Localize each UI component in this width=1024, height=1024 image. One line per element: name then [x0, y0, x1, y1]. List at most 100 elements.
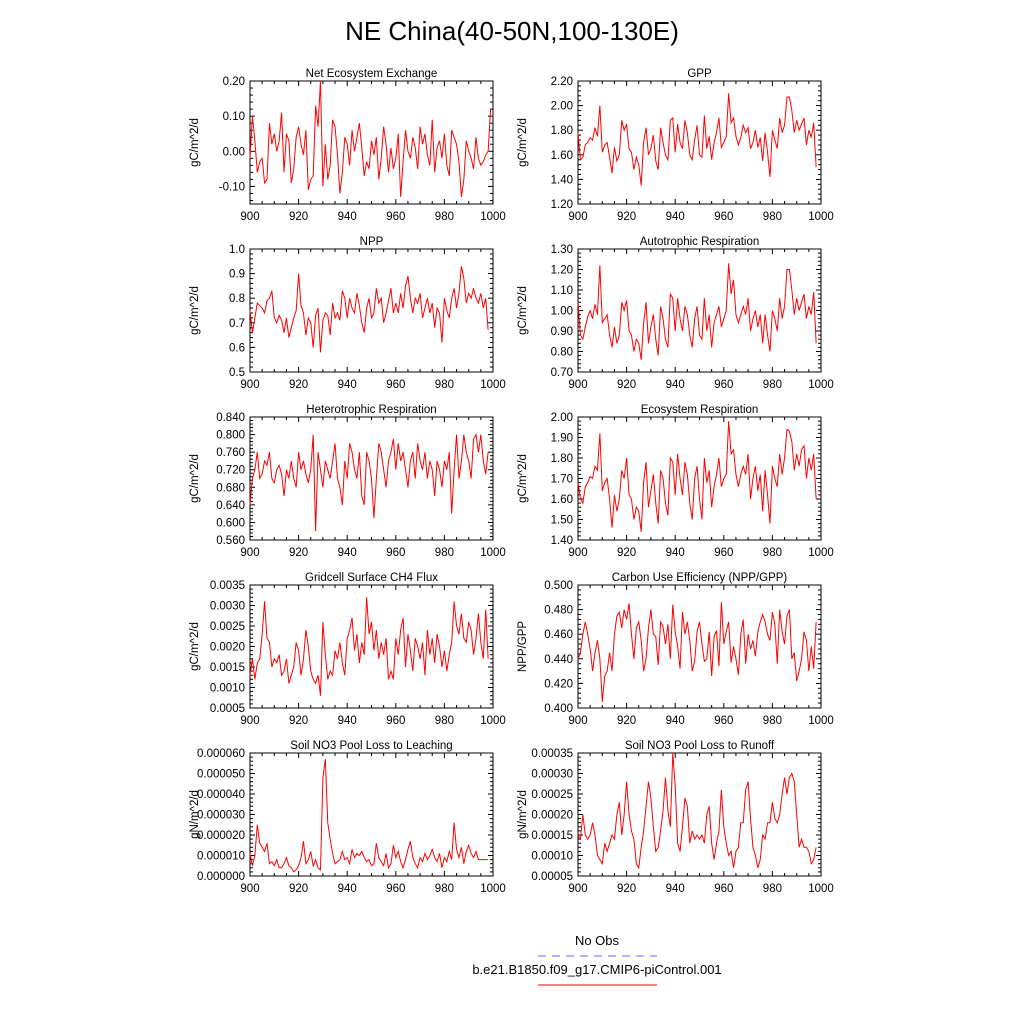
- y-tick-label: 0.000040: [197, 789, 245, 801]
- y-axis-label: gC/m^2/d: [517, 118, 529, 167]
- y-axis-label: NPP/GPP: [517, 621, 529, 672]
- y-tick-label: 1.40: [551, 535, 573, 547]
- x-tick-label: 900: [568, 715, 587, 727]
- x-tick-label: 960: [714, 211, 733, 223]
- x-tick-label: 940: [666, 379, 685, 391]
- y-tick-label: 0.440: [544, 654, 573, 666]
- x-tick-label: 960: [714, 883, 733, 895]
- panel-title: Soil NO3 Pool Loss to Runoff: [625, 740, 775, 752]
- y-tick-label: 1.40: [551, 174, 573, 186]
- series-line: [577, 93, 817, 186]
- y-axis-label: gC/m^2/d: [189, 622, 201, 671]
- y-axis-label: gN/m^2/d: [189, 790, 201, 839]
- x-tick-label: 940: [666, 547, 685, 559]
- x-tick-label: 1000: [480, 211, 506, 223]
- y-tick-label: 2.00: [551, 412, 573, 424]
- series-line: [249, 80, 492, 198]
- plot-frame: [577, 416, 822, 541]
- y-tick-label: 0.0005: [210, 703, 245, 715]
- y-tick-label: 1.20: [551, 199, 573, 211]
- y-tick-label: 0.760: [216, 447, 245, 459]
- y-axis-label: gN/m^2/d: [517, 790, 529, 839]
- y-tick-label: 1.00: [551, 306, 573, 318]
- page-title: NE China(40-50N,100-130E): [345, 16, 679, 46]
- x-tick-label: 960: [714, 715, 733, 727]
- y-tick-label: 0.8: [229, 293, 245, 305]
- panel-gridcell-surface-ch4-flux: Gridcell Surface CH4 Flux gC/m^2/d 0.0005 0…: [189, 572, 506, 727]
- y-tick-label: 0.0020: [210, 642, 245, 654]
- x-tick-label: 980: [763, 211, 782, 223]
- panel-title: Net Ecosystem Exchange: [306, 68, 438, 80]
- x-tick-label: 1000: [808, 883, 834, 895]
- y-tick-label: 0.90: [551, 326, 573, 338]
- x-tick-label: 940: [338, 883, 357, 895]
- x-tick-label: 900: [240, 547, 259, 559]
- y-tick-label: 0.7: [229, 318, 245, 330]
- panel-title: Soil NO3 Pool Loss to Leaching: [290, 740, 452, 752]
- x-tick-label: 1000: [808, 715, 834, 727]
- panel-title: Gridcell Surface CH4 Flux: [305, 572, 438, 584]
- x-tick-label: 920: [289, 379, 308, 391]
- y-tick-label: 0.0025: [210, 621, 245, 633]
- x-tick-label: 1000: [480, 715, 506, 727]
- plot-frame: [249, 584, 494, 709]
- x-tick-label: 900: [240, 883, 259, 895]
- x-tick-label: 980: [435, 379, 454, 391]
- y-tick-label: 0.00035: [531, 748, 573, 760]
- y-tick-label: 0.00010: [531, 851, 573, 863]
- x-tick-label: 900: [240, 715, 259, 727]
- plot-frame: [577, 248, 822, 373]
- series-line: [577, 263, 817, 360]
- plot-frame: [249, 248, 494, 373]
- x-tick-label: 940: [338, 211, 357, 223]
- panel-ecosystem-respiration: Ecosystem Respiration gC/m^2/d 1.40 1.50 1.6…: [517, 404, 834, 559]
- x-tick-label: 920: [289, 715, 308, 727]
- x-tick-label: 960: [386, 379, 405, 391]
- panel-carbon-use-efficiency-npp-gpp: Carbon Use Efficiency (NPP/GPP) NPP/GPP 0.…: [517, 572, 834, 727]
- y-tick-label: 0.000060: [197, 748, 245, 760]
- panel-grid: Net Ecosystem Exchange gC/m^2/d -0.10 0.000…: [189, 68, 834, 895]
- x-tick-label: 920: [617, 715, 636, 727]
- y-tick-label: -0.10: [219, 181, 245, 193]
- panel-title: Carbon Use Efficiency (NPP/GPP): [612, 572, 788, 584]
- x-tick-label: 980: [763, 715, 782, 727]
- y-tick-label: 0.840: [216, 412, 245, 424]
- y-tick-label: 2.20: [551, 76, 573, 88]
- y-tick-label: 0.0035: [210, 580, 245, 592]
- y-tick-label: 1.70: [551, 474, 573, 486]
- panel-title: NPP: [360, 236, 384, 248]
- y-tick-label: 1.10: [551, 285, 573, 297]
- series-line: [249, 433, 489, 532]
- y-tick-label: 0.460: [544, 629, 573, 641]
- y-tick-label: 0.0015: [210, 662, 245, 674]
- panel-npp: NPP gC/m^2/d 0.5 0.6 0.7 0.8 0.9 1.0 900 920 940 96…: [189, 236, 506, 391]
- y-tick-label: 1.50: [551, 515, 573, 527]
- x-tick-label: 920: [617, 547, 636, 559]
- y-tick-label: 0.720: [216, 465, 245, 477]
- x-tick-label: 980: [763, 883, 782, 895]
- y-tick-label: 0.70: [551, 367, 573, 379]
- y-tick-label: 0.0030: [210, 601, 245, 613]
- y-tick-label: 1.30: [551, 244, 573, 256]
- y-tick-label: 1.0: [229, 244, 245, 256]
- y-tick-label: 0.420: [544, 678, 573, 690]
- series-line: [249, 266, 489, 353]
- x-tick-label: 940: [666, 211, 685, 223]
- y-tick-label: 0.000050: [197, 769, 245, 781]
- x-tick-label: 940: [338, 547, 357, 559]
- y-tick-label: 0.000030: [197, 810, 245, 822]
- legend-obs-label: No Obs: [575, 933, 620, 948]
- series-line: [249, 759, 489, 873]
- x-tick-label: 920: [617, 379, 636, 391]
- series-line: [249, 597, 489, 696]
- series-line: [577, 752, 817, 870]
- panel-soil-no3-pool-loss-to-leaching: Soil NO3 Pool Loss to LeachinggN/m^2/d0.…: [189, 740, 506, 895]
- x-tick-label: 920: [617, 211, 636, 223]
- y-tick-label: 0.400: [544, 703, 573, 715]
- y-tick-label: 0.000020: [197, 830, 245, 842]
- x-tick-label: 960: [714, 547, 733, 559]
- panel-gpp: GPP gC/m^2/d 1.20 1.40 1.60 1.80 2.00 2.20 900 92…: [517, 68, 834, 223]
- y-tick-label: 0.80: [551, 347, 573, 359]
- plot-frame: [577, 584, 822, 709]
- x-tick-label: 1000: [480, 379, 506, 391]
